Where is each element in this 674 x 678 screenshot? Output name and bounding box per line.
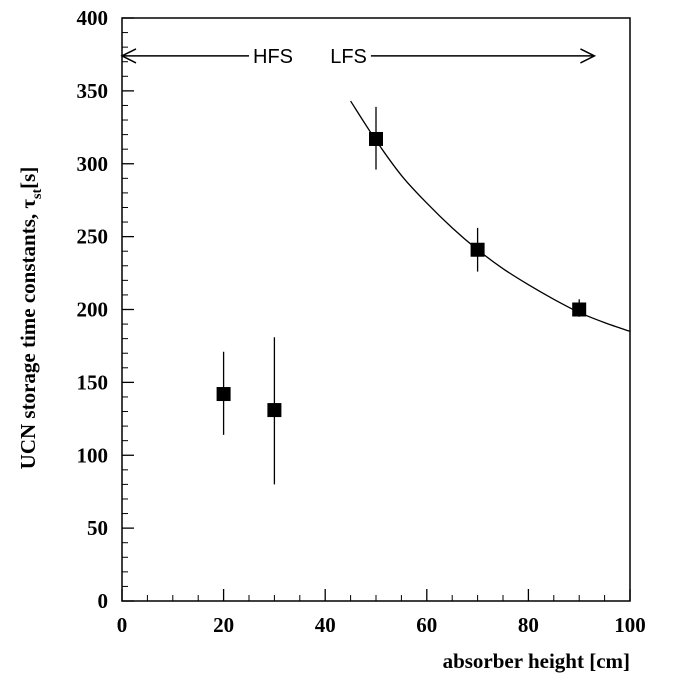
y-tick-label: 400: [77, 6, 109, 30]
y-tick-label: 250: [77, 225, 109, 249]
arrow-head-left: [120, 48, 137, 64]
region-label-hfs: HFS: [253, 46, 293, 68]
y-tick-label: 200: [77, 298, 109, 322]
data-point: [216, 387, 231, 402]
fit-curve: [350, 100, 631, 332]
plot-border: [121, 17, 631, 602]
x-tick-label: 80: [518, 613, 539, 637]
x-tick-label: 40: [315, 613, 336, 637]
y-axis-title-sub: st: [30, 189, 45, 199]
region-annotations: HFS LFS: [120, 46, 597, 68]
x-tick-label: 20: [213, 613, 234, 637]
tick-labels: 0 20 40 60 80 100 0 50 100 150 200 250 300 350 400: [77, 6, 646, 637]
y-tick-label: 100: [77, 443, 109, 467]
y-axis-title: UCN storage time constants, τst[s]: [16, 167, 45, 470]
y-tick-label: 150: [77, 370, 109, 394]
y-tick-label: 350: [77, 79, 109, 103]
ticks: [121, 17, 631, 602]
arrow-head-right: [580, 48, 597, 64]
x-tick-label: 0: [117, 613, 128, 637]
region-label-lfs: LFS: [330, 46, 367, 68]
y-axis-title-unit: [s]: [16, 167, 40, 189]
y-axis-title-main: UCN storage time constants, τ: [16, 199, 40, 470]
plot-frame: [121, 17, 631, 602]
fit-curve-group: [350, 100, 631, 332]
x-axis-title: absorber height [cm]: [443, 649, 630, 673]
y-tick-label: 0: [98, 589, 109, 613]
y-tick-label: 300: [77, 152, 109, 176]
data-points: [216, 106, 587, 485]
data-point: [267, 403, 282, 418]
data-point: [470, 242, 485, 257]
data-point: [572, 302, 587, 317]
y-tick-label: 50: [87, 516, 108, 540]
x-tick-label: 100: [614, 613, 646, 637]
x-tick-label: 60: [416, 613, 437, 637]
data-point: [369, 131, 383, 146]
